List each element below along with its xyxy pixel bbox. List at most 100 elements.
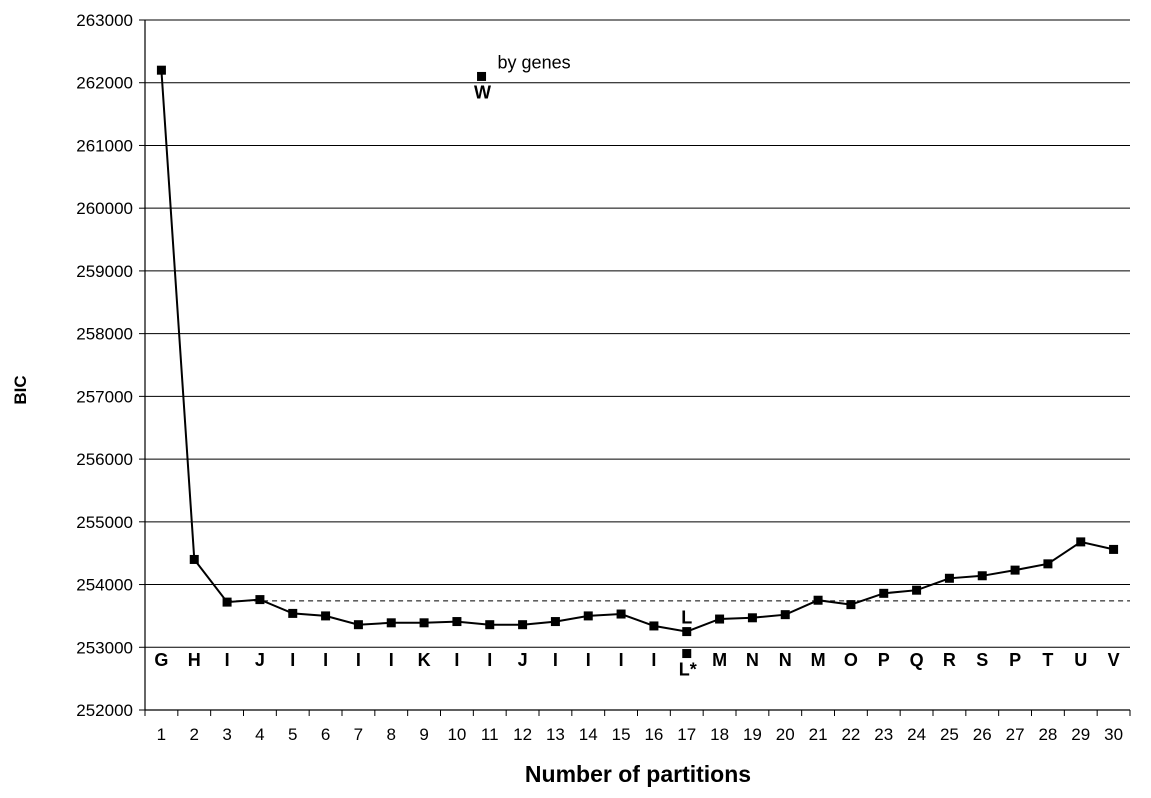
point-letter-label: I [586,650,591,670]
data-point [747,613,757,623]
data-point [189,554,199,564]
data-point [1076,537,1086,547]
x-tick-label: 14 [579,725,598,744]
label-layer: G H I J I I I I K I I J I I I I M N N M O P Q R S P T U Vby genesWL*… [154,52,1119,679]
y-tick-label: 253000 [76,638,133,657]
x-tick-label: 7 [354,725,363,744]
x-tick-label: 4 [255,725,264,744]
data-point [616,609,626,619]
extra-point-label: by genes [498,52,571,72]
extra-point [682,649,692,659]
grid-layer [145,19,1130,648]
point-letter-label: I [290,650,295,670]
point-letter-label: I [389,650,394,670]
y-tick-label: 262000 [76,74,133,93]
x-tick-label: 16 [644,725,663,744]
x-tick-label: 20 [776,725,795,744]
x-tick-label: 19 [743,725,762,744]
y-tick-label: 260000 [76,199,133,218]
x-tick-label: 21 [809,725,828,744]
extra-point-label: L* [679,660,697,680]
y-tick-label: 261000 [76,136,133,155]
point-letter-label: V [1108,650,1120,670]
point-letter-label: I [651,650,656,670]
x-tick-label: 23 [874,725,893,744]
y-tick-label: 256000 [76,450,133,469]
x-tick-label: 10 [447,725,466,744]
point-letter-label: R [943,650,956,670]
point-letter-label: G [154,650,168,670]
data-point [518,620,528,630]
data-point [583,611,593,621]
x-tick-label: 18 [710,725,729,744]
extra-point-label: L [681,608,692,628]
data-point [682,627,692,637]
data-point [715,614,725,624]
extra-point-label: W [474,82,491,102]
point-letter-label: P [1009,650,1021,670]
extra-point [477,71,487,81]
data-point [780,610,790,620]
point-letter-label: U [1074,650,1087,670]
point-letter-label: I [487,650,492,670]
y-tick-label: 254000 [76,576,133,595]
x-tick-label: 26 [973,725,992,744]
series-line [160,70,1114,633]
x-axis-title: Number of partitions [525,761,751,787]
point-letter-label: M [811,650,826,670]
x-tick-label: 24 [907,725,926,744]
data-point [649,621,659,631]
point-letter-label: M [712,650,727,670]
point-letter-label: O [844,650,858,670]
data-point [485,620,495,630]
data-point [813,595,823,605]
series-layer [156,65,1119,659]
point-letter-label: Q [910,650,924,670]
point-letter-label: I [225,650,230,670]
data-point [386,618,396,628]
x-tick-label: 22 [841,725,860,744]
x-tick-label: 30 [1104,725,1123,744]
point-letter-label: N [779,650,792,670]
x-tick-label: 5 [288,725,297,744]
x-tick-label: 11 [481,725,499,744]
data-point [222,597,232,607]
x-tick-label: 2 [190,725,199,744]
data-point [452,617,462,627]
x-tick-label: 28 [1038,725,1057,744]
data-point [977,571,987,581]
x-tick-label: 1 [157,725,166,744]
point-letter-label: I [323,650,328,670]
point-letter-label: J [255,650,265,670]
data-point [879,588,889,598]
point-letter-label: I [454,650,459,670]
data-point [255,595,265,605]
x-tick-label: 29 [1071,725,1090,744]
data-point [944,573,954,583]
x-tick-label: 13 [546,725,565,744]
x-tick-label: 6 [321,725,330,744]
data-point [550,617,560,627]
axis-layer: 252000 253000 254000 255000 256000 257000 2580… [76,11,1131,744]
y-tick-label: 263000 [76,11,133,30]
data-point [288,608,298,618]
point-letter-label: I [553,650,558,670]
y-tick-label: 258000 [76,325,133,344]
data-point [1109,544,1119,554]
data-point [846,600,856,610]
point-letter-label: N [746,650,759,670]
y-tick-label: 255000 [76,513,133,532]
data-point [912,585,922,595]
data-point [1010,565,1020,575]
point-letter-label: K [418,650,431,670]
point-letter-label: J [518,650,528,670]
point-letter-label: P [878,650,890,670]
y-tick-label: 252000 [76,701,133,720]
point-letter-label: S [976,650,988,670]
x-tick-label: 12 [513,725,532,744]
x-tick-label: 17 [677,725,696,744]
x-tick-label: 15 [612,725,631,744]
point-letter-label: I [356,650,361,670]
y-axis-title: BIC [11,375,30,404]
